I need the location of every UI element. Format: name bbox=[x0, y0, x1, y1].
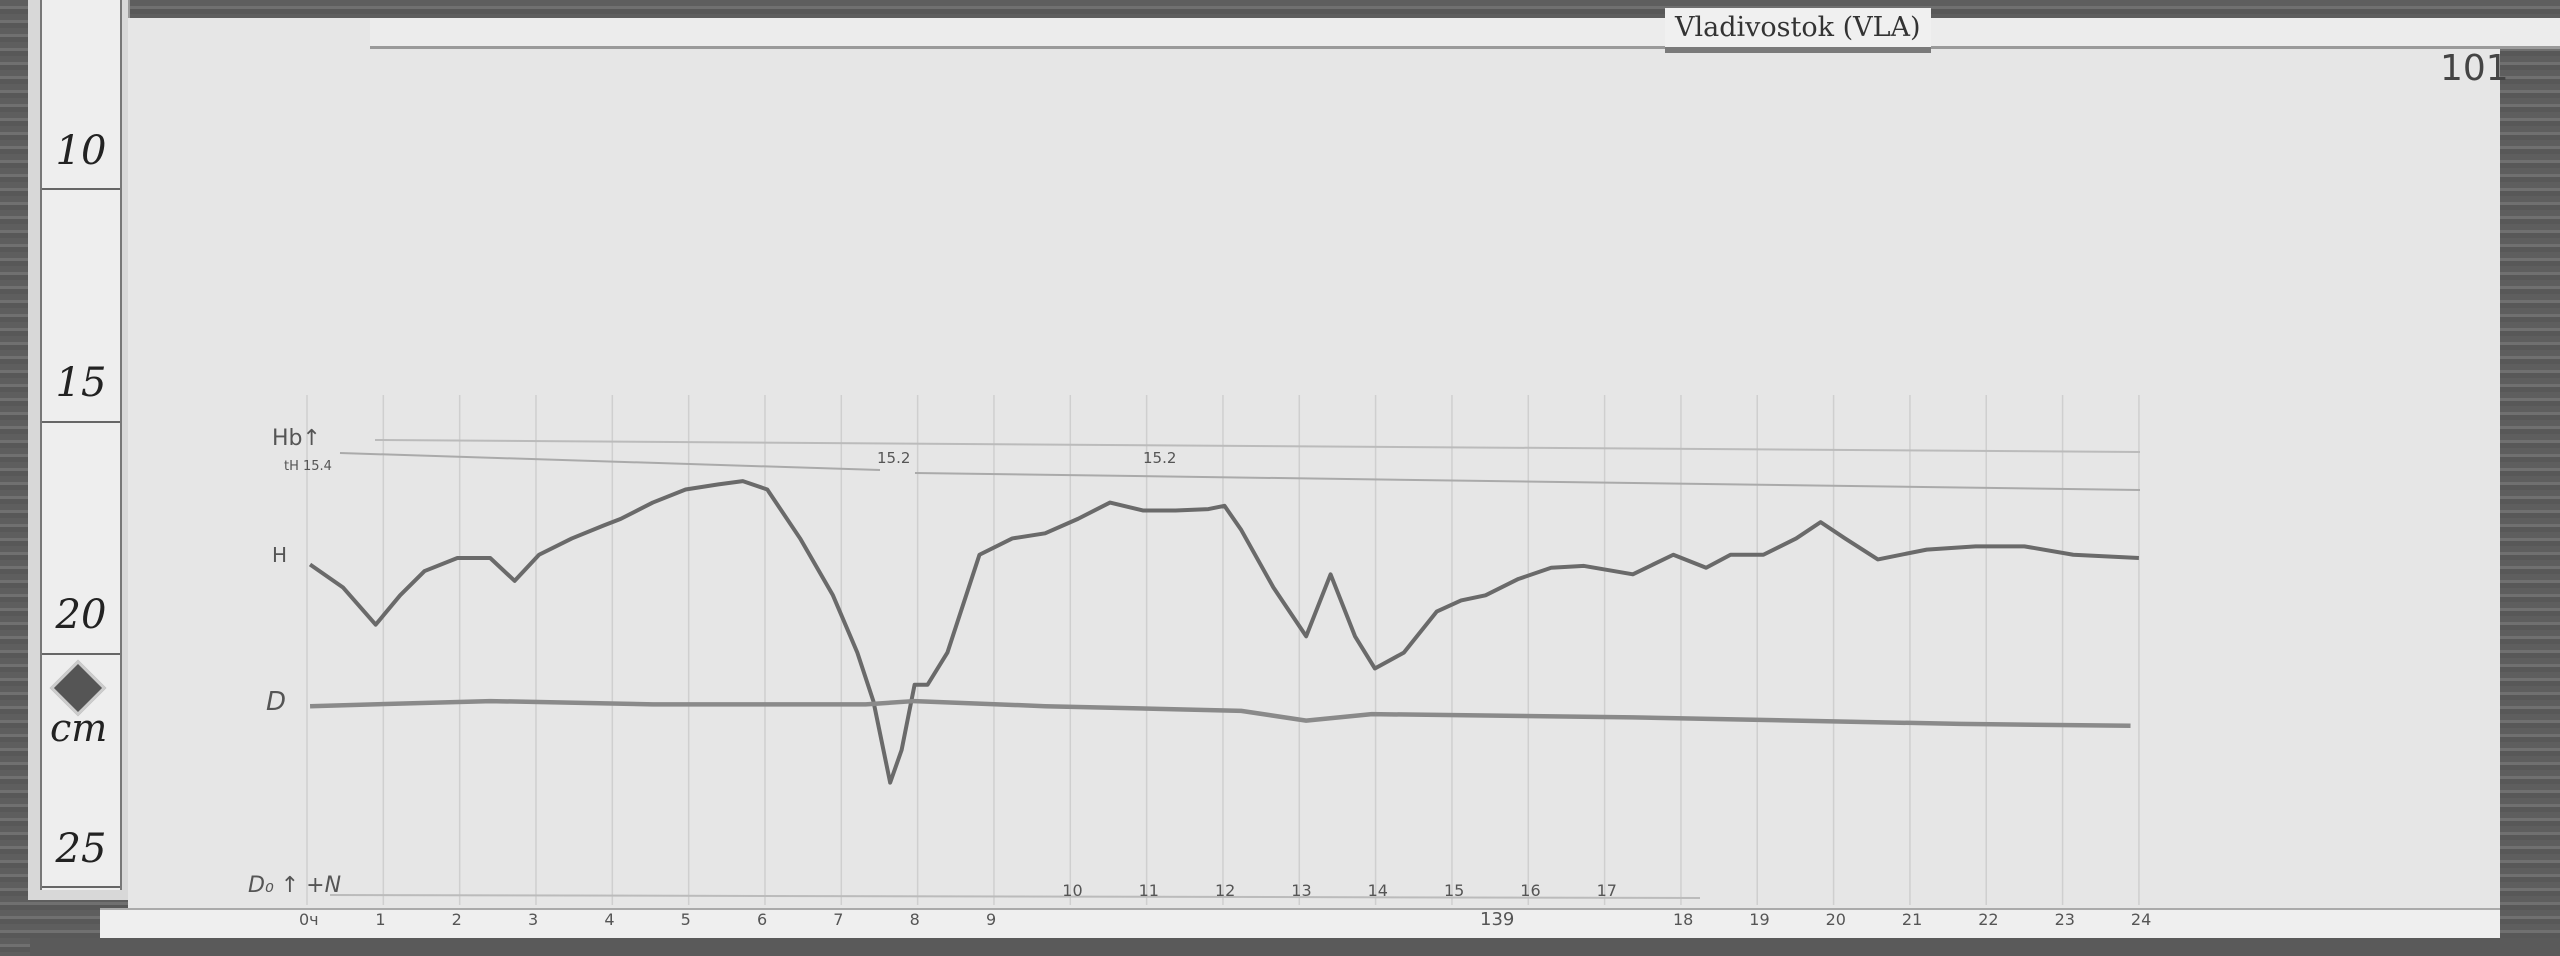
trace-d bbox=[309, 698, 2131, 729]
hour-label: 8 bbox=[910, 910, 920, 929]
station-label: Vladivostok (VLA) bbox=[1665, 8, 1931, 47]
magnetogram-paper bbox=[128, 18, 2500, 923]
ruler-tick-10 bbox=[42, 188, 120, 190]
trace-h bbox=[308, 479, 2140, 785]
hour-label: 11 bbox=[1139, 881, 1159, 900]
h-label: H bbox=[272, 543, 287, 567]
ruler-label: 25 bbox=[55, 826, 107, 872]
hour-label: 21 bbox=[1902, 910, 1922, 929]
hour-label: 9 bbox=[986, 910, 996, 929]
cm-ruler: 10 15 20 25 bbox=[40, 0, 122, 890]
hour-label: 5 bbox=[681, 910, 691, 929]
hb-label: Hb↑ bbox=[272, 426, 321, 451]
hour-label: 15 bbox=[1444, 881, 1464, 900]
hour-label: 7 bbox=[833, 910, 843, 929]
ruler-tick-20 bbox=[42, 653, 120, 655]
hour-label: 16 bbox=[1520, 881, 1540, 900]
ruler-tick-25 bbox=[42, 886, 120, 888]
hour-label: 22 bbox=[1978, 910, 1998, 929]
d0-reference-line bbox=[329, 894, 1701, 899]
bottom-holder-strip bbox=[100, 908, 2500, 940]
sheet-number: 101 bbox=[2440, 48, 2509, 89]
hour-label: 1 bbox=[375, 910, 385, 929]
ruler-label: 20 bbox=[55, 592, 107, 638]
baseline-segment-1 bbox=[339, 452, 881, 471]
top-holder-strip bbox=[370, 18, 2560, 49]
hour-label: 12 bbox=[1215, 881, 1235, 900]
d-label: D bbox=[266, 687, 286, 717]
baseline-mark: 15.2 bbox=[877, 449, 910, 467]
upper-reference-line bbox=[374, 439, 2141, 453]
hour-label: 3 bbox=[528, 910, 538, 929]
hour-label: 20 bbox=[1826, 910, 1846, 929]
hour-label: 18 bbox=[1673, 910, 1693, 929]
hour-label: 2 bbox=[452, 910, 462, 929]
frame-bottom bbox=[30, 938, 2560, 956]
bottom-note: 139 bbox=[1480, 909, 1514, 930]
ruler-tick-15 bbox=[42, 421, 120, 423]
hb-value: tH 15.4 bbox=[284, 459, 332, 474]
hour-label: 10 bbox=[1062, 881, 1082, 900]
hour-label: 0ч bbox=[299, 910, 319, 929]
hour-label: 4 bbox=[604, 910, 614, 929]
baseline-mark: 15.2 bbox=[1143, 449, 1176, 467]
ruler-label: 15 bbox=[55, 360, 107, 406]
d0-label: D₀ ↑ +N bbox=[248, 873, 341, 898]
baseline-segment-2 bbox=[914, 472, 2141, 491]
ruler-label: 10 bbox=[55, 128, 107, 174]
hour-label: 13 bbox=[1291, 881, 1311, 900]
hour-label: 24 bbox=[2131, 910, 2151, 929]
hour-label: 19 bbox=[1749, 910, 1769, 929]
ruler-unit: cm bbox=[50, 706, 108, 750]
hour-label: 23 bbox=[2055, 910, 2075, 929]
hour-label: 17 bbox=[1597, 881, 1617, 900]
hour-label: 14 bbox=[1368, 881, 1388, 900]
hour-label: 6 bbox=[757, 910, 767, 929]
